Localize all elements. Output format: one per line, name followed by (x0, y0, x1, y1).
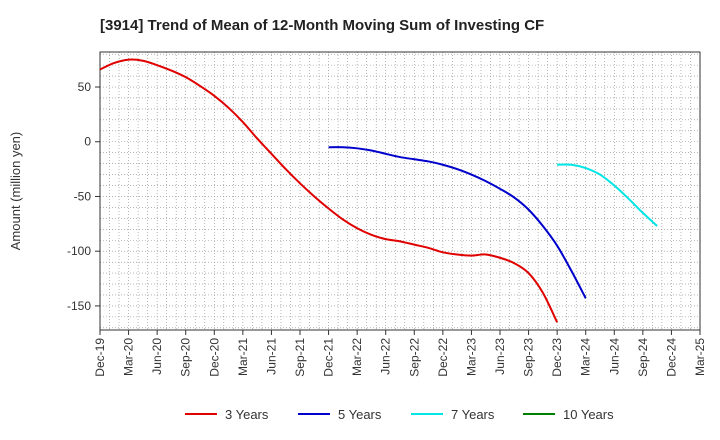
x-tick-label: Dec-21 (322, 338, 336, 377)
x-tick-label: Mar-25 (693, 338, 707, 376)
x-tick-label: Jun-22 (379, 338, 393, 375)
y-tick-label: 50 (78, 80, 92, 94)
chart-title: [3914] Trend of Mean of 12-Month Moving … (100, 17, 544, 34)
x-tick-label: Jun-24 (607, 338, 621, 375)
x-tick-label: Jun-21 (264, 338, 278, 375)
x-tick-label: Dec-22 (436, 338, 450, 377)
x-tick-label: Jun-20 (150, 338, 164, 375)
y-tick-label: -50 (74, 189, 92, 203)
x-axis-ticks: Dec-19 Mar-20 Jun-20 Sep-20 Dec-20 Mar-21 Jun-… (93, 330, 707, 377)
x-tick-label: Dec-24 (664, 338, 678, 377)
y-tick-label: 0 (84, 135, 91, 149)
x-tick-label: Mar-22 (350, 338, 364, 376)
x-tick-label: Sep-23 (522, 338, 536, 377)
x-tick-label: Sep-24 (636, 338, 650, 377)
series-lines (99, 58, 658, 323)
x-tick-label: Dec-20 (207, 338, 221, 377)
x-tick-label: Sep-22 (407, 338, 421, 377)
x-tick-label: Mar-20 (122, 338, 136, 376)
x-tick-label: Mar-21 (236, 338, 250, 376)
series-line-3-years (99, 58, 559, 323)
x-tick-label: Dec-19 (93, 338, 107, 377)
legend-label-7-years: 7 Years (451, 407, 495, 422)
series-line-5-years (328, 146, 587, 299)
x-tick-label: Jun-23 (493, 338, 507, 375)
y-tick-label: -100 (67, 244, 91, 258)
x-tick-label: Sep-21 (293, 338, 307, 377)
x-tick-label: Dec-23 (550, 338, 564, 377)
y-axis-ticks: 50 0 -50 -100 -150 (67, 80, 100, 313)
legend-label-10-years: 10 Years (563, 407, 614, 422)
legend-label-3-years: 3 Years (225, 407, 269, 422)
y-tick-label: -150 (67, 299, 91, 313)
legend-label-5-years: 5 Years (338, 407, 382, 422)
x-tick-label: Sep-20 (179, 338, 193, 377)
legend: 3 Years 5 Years 7 Years 10 Years (185, 407, 614, 422)
x-tick-label: Mar-24 (579, 338, 593, 376)
y-axis-label: Amount (million yen) (8, 132, 23, 251)
grid (100, 52, 700, 330)
series-line-7-years (557, 163, 658, 227)
plot-area (99, 51, 701, 331)
x-tick-label: Mar-23 (464, 338, 478, 376)
